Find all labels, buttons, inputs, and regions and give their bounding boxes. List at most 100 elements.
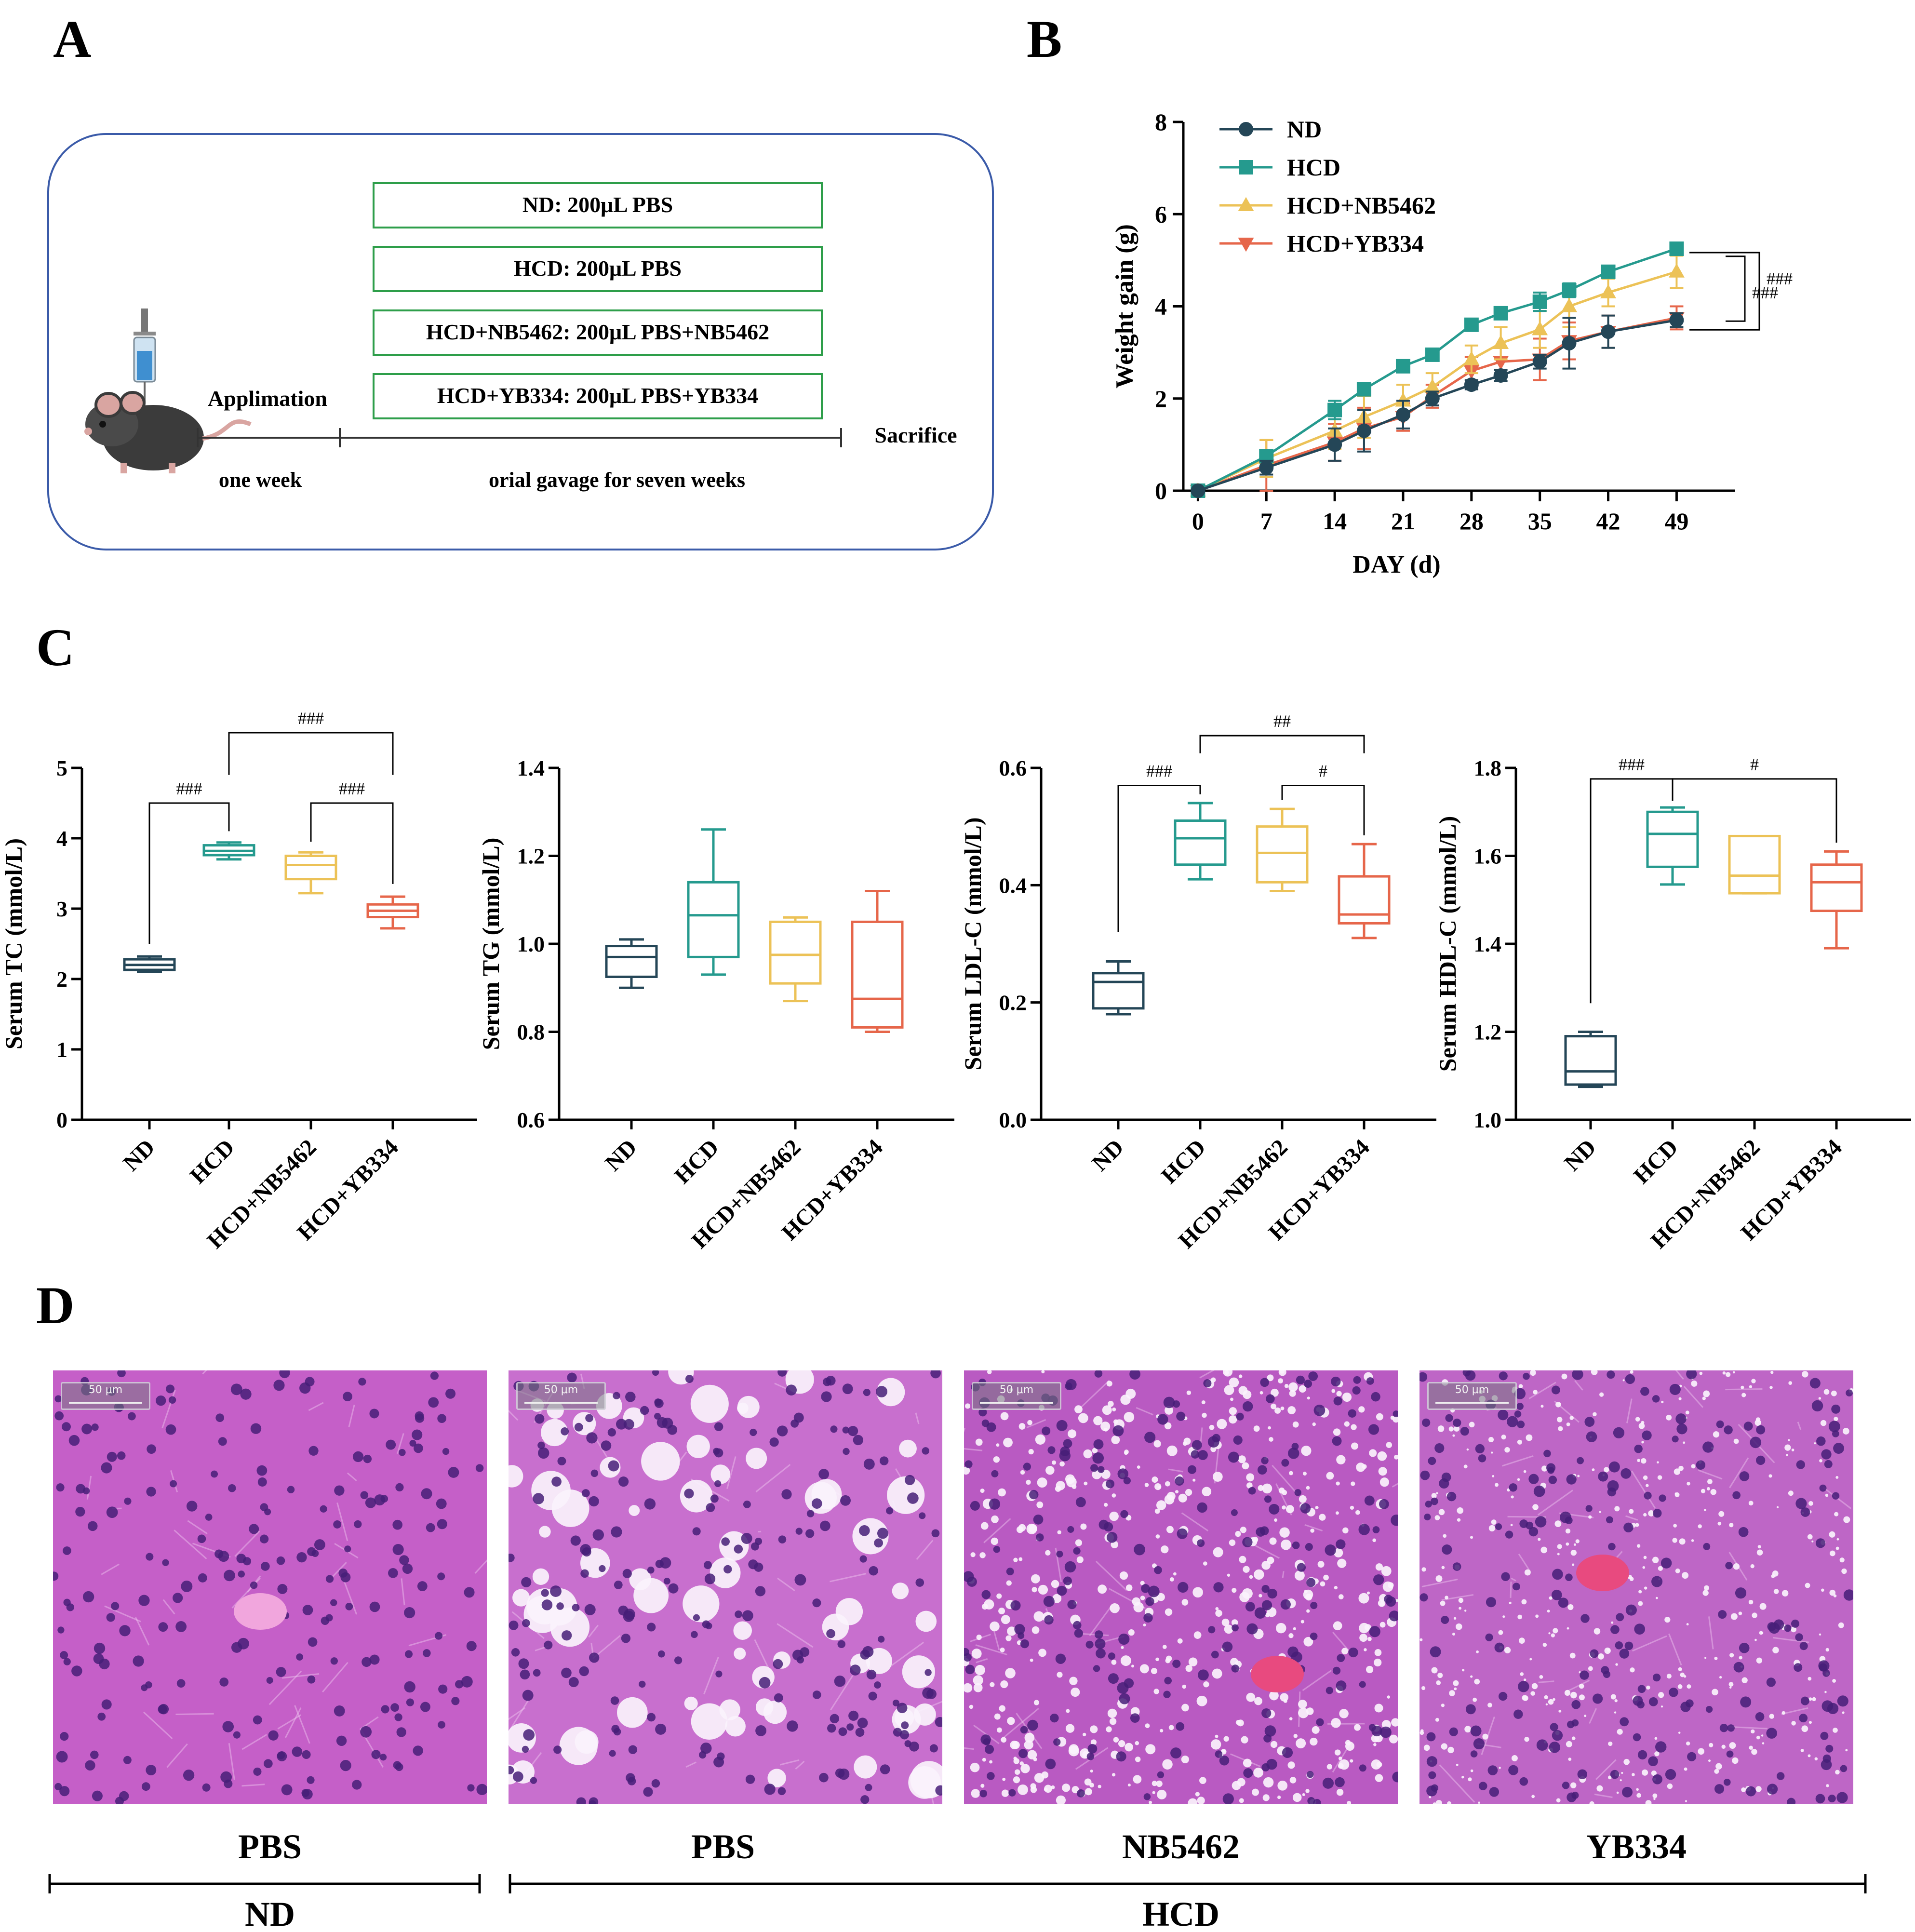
lipid-vacuole [1229,1377,1239,1388]
sinusoid [277,1714,302,1730]
nucleus [609,1750,616,1757]
lipid-vacuole [1491,1519,1497,1525]
lipid-vacuole [1151,1668,1157,1675]
lipid-vacuole [1687,1684,1691,1689]
lipid-vacuole [1078,1413,1088,1423]
nucleus [750,1428,757,1436]
lipid-vacuole [1421,1686,1426,1690]
nucleus [899,1730,910,1740]
one-week-label: one week [219,468,302,492]
nucleus [1267,1588,1277,1599]
nucleus [231,1642,242,1653]
lipid-vacuole [1835,1546,1839,1550]
lipid-vacuole [1045,1550,1051,1556]
nucleus [71,1665,82,1677]
lipid-vacuole [1005,1668,1016,1678]
data-point [1532,354,1547,369]
nucleus [1514,1410,1522,1418]
sinusoid [1626,1398,1633,1423]
lipid-vacuole [1268,1426,1271,1430]
lipid-vacuole [1217,1419,1227,1429]
lipid-vacuole [1287,1761,1295,1769]
lipid-vacuole [1020,1470,1025,1475]
lipid-vacuole [1575,1539,1580,1543]
nucleus [1613,1427,1625,1438]
nucleus [790,1419,799,1428]
sinusoid [308,1402,324,1411]
nucleus [1067,1526,1074,1533]
lipid-vacuole [1018,1423,1026,1430]
mouse-icon [84,391,252,473]
nucleus [1669,1688,1678,1697]
nucleus [362,1657,372,1667]
nucleus [1076,1789,1085,1798]
nucleus [535,1414,545,1424]
lipid-vacuole [1149,1800,1152,1804]
nucleus [1297,1563,1306,1572]
lipid-vacuole [1003,1437,1013,1448]
nucleus [1653,1508,1662,1518]
sinusoid [890,1641,924,1667]
series-line-hcd-yb334 [1197,316,1677,492]
lipid-vacuole [1124,1412,1135,1422]
significance-label: ### [298,709,324,728]
nucleus [101,1699,112,1710]
nucleus [1164,1677,1172,1685]
lipid-vacuole [1298,1700,1307,1709]
lipid-vacuole [1569,1416,1574,1420]
lipid-vacuole [1269,1437,1273,1442]
nucleus [1371,1392,1380,1402]
nucleus [224,1570,235,1582]
lipid-vacuole [1267,1374,1274,1382]
nucleus [750,1542,759,1551]
nucleus [1470,1750,1478,1758]
lipid-vacuole [1518,1384,1523,1389]
nucleus [215,1413,225,1422]
nucleus [230,1383,242,1395]
lipid-vacuole [1704,1657,1707,1659]
lipid-vacuole [1730,1613,1738,1620]
nucleus [1208,1626,1216,1634]
nucleus [1348,1409,1356,1418]
lipid-vacuole [970,1762,980,1772]
y-tick-label: 5 [56,756,67,780]
nucleus [106,1506,118,1518]
sinusoid [348,1405,355,1427]
lipid-vacuole [1229,1415,1237,1424]
lipid-vacuole [1517,1439,1522,1445]
lipid-vacuole [1160,1729,1164,1732]
nucleus [233,1731,241,1739]
nucleus [786,1384,797,1395]
lipid-vacuole [1165,1481,1170,1487]
lipid-vacuole [1372,1538,1376,1543]
lipid-vacuole [1227,1573,1231,1577]
nucleus [1047,1446,1056,1454]
lipid-vacuole [1288,1382,1298,1392]
lipid-vacuole [1429,1796,1432,1798]
nucleus [704,1561,712,1570]
sinusoid [1282,1571,1285,1578]
nucleus [1809,1378,1821,1389]
nucleus [647,1713,656,1722]
nucleus [1141,1584,1150,1593]
nucleus [993,1545,1001,1553]
nucleus [654,1399,664,1408]
nucleus [1446,1491,1457,1502]
y-tick-label: 1.6 [1474,844,1502,869]
lipid-vacuole [1438,1509,1445,1516]
scale-bar: 50 μm [61,1382,150,1410]
nucleus [1108,1652,1115,1660]
nucleus [414,1443,423,1453]
nucleus [1053,1738,1061,1746]
lipid-vacuole [1456,1763,1459,1766]
nucleus [1567,1720,1575,1729]
x-tick-label: HCD [1156,1134,1211,1189]
sinusoid [294,1705,310,1744]
lipid-vacuole [1005,1635,1012,1641]
nucleus [874,1681,881,1689]
nucleus [1393,1410,1398,1418]
lipid-vacuole [1812,1697,1816,1702]
lipid-vacuole [1819,1633,1821,1636]
lipid-vacuole [976,1635,982,1640]
